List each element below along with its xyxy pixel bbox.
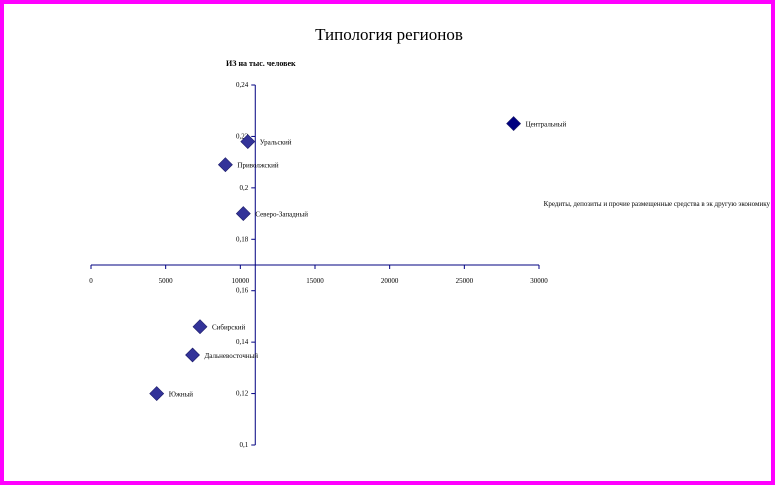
- chart-plot-area: Типология регионов ИЗ на тыс. человек Кр…: [89, 25, 771, 449]
- y-tick-label: 0,24: [236, 81, 249, 89]
- x-tick-label: 5000: [159, 277, 174, 285]
- chart-title: Типология регионов: [315, 25, 463, 44]
- x-axis-title: Кредиты, депозиты и прочие размещенные с…: [544, 200, 771, 208]
- x-tick-label: 0: [89, 277, 93, 285]
- data-point-label: Уральский: [260, 139, 292, 147]
- data-point-diamond: [235, 206, 251, 221]
- data-point-label: Дальневосточный: [205, 352, 259, 360]
- data-point-label: Приволжский: [237, 162, 278, 170]
- data-point-diamond: [217, 157, 233, 173]
- data-point-diamond: [149, 386, 165, 401]
- y-tick-label: 0,12: [236, 390, 249, 398]
- data-point-diamond: [185, 347, 200, 363]
- data-point-diamond: [240, 134, 256, 149]
- x-tick-label: 25000: [456, 277, 474, 285]
- data-point-label: Северо-Западный: [255, 211, 308, 219]
- data-point-diamond: [506, 116, 522, 131]
- y-tick-label: 0,16: [236, 287, 249, 295]
- y-tick-label: 0,22: [236, 132, 249, 140]
- x-tick-label: 15000: [306, 277, 324, 285]
- data-point-label: Южный: [169, 391, 194, 399]
- y-tick-label: 0,14: [236, 338, 249, 346]
- y-tick-label: 0,1: [240, 441, 249, 449]
- data-point-label: Сибирский: [212, 324, 245, 332]
- y-axis-title: ИЗ на тыс. человек: [226, 59, 296, 68]
- x-tick-label: 30000: [530, 277, 548, 285]
- data-point-diamond: [192, 319, 208, 335]
- data-point-label: Центральный: [526, 121, 567, 129]
- y-tick-label: 0,2: [240, 184, 249, 192]
- x-tick-label: 20000: [381, 277, 399, 285]
- x-tick-label: 10000: [232, 277, 250, 285]
- y-tick-label: 0,18: [236, 235, 249, 243]
